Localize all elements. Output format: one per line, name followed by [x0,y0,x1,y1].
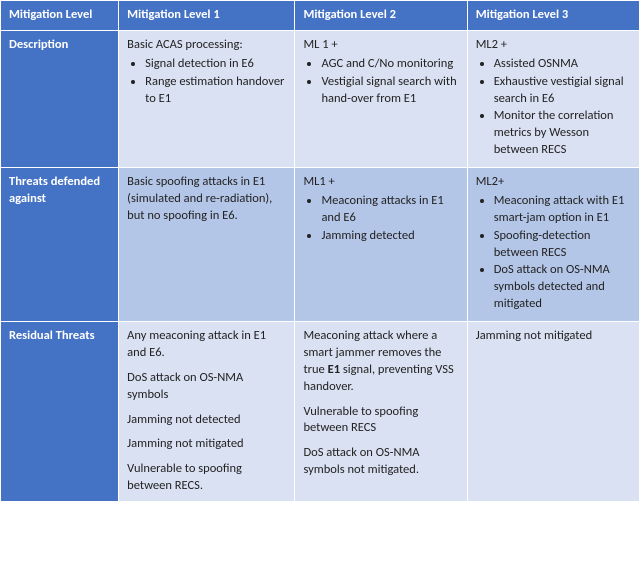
table-cell: Meaconing attack where a smart jammer re… [295,322,467,502]
header-cell: Mitigation Level 3 [467,1,639,31]
bullet-item: Spoofing-detection between RECS [494,228,631,262]
bullet-item: Range estimation handover to E1 [145,74,286,108]
bullet-item: DoS attack on OS-NMA symbols detected an… [494,262,631,313]
bullet-item: Vestigial signal search with hand-over f… [321,74,458,108]
table-cell: ML2 + Assisted OSNMAExhaustive vestigial … [467,30,639,167]
row-label: Residual Threats [1,322,119,502]
cell-paragraph: Jamming not mitigated [127,436,286,453]
table-cell: ML2+ Meaconing attack with E1 smart-jam o… [467,168,639,322]
table-cell: Jamming not mitigated [467,322,639,502]
cell-paragraph: Jamming not detected [127,412,286,429]
header-cell: Mitigation Level [1,1,119,31]
bullet-item: AGC and C/No monitoring [321,56,458,73]
cell-lead: ML1 + [303,174,458,191]
header-cell: Mitigation Level 2 [295,1,467,31]
cell-paragraph: Jamming not mitigated [476,328,631,345]
row-label: Description [1,30,119,167]
table-row: Threats defended againstBasic spoofing a… [1,168,640,322]
bullet-item: Signal detection in E6 [145,56,286,73]
table-cell: ML1 + Meaconing attacks in E1 and E6Jammi… [295,168,467,322]
mitigation-table: Mitigation Level Mitigation Level 1 Miti… [0,0,640,502]
bullet-item: Meaconing attack with E1 smart-jam optio… [494,193,631,227]
bullet-item: Exhaustive vestigial signal search in E6 [494,74,631,108]
cell-paragraph: Meaconing attack where a smart jammer re… [303,328,458,396]
bullet-item: Monitor the correlation metrics by Wesso… [494,108,631,159]
table-body: Description Basic ACAS processing: Signal … [1,30,640,501]
cell-lead: ML2+ [476,174,631,191]
table-cell: Basic spoofing attacks in E1 (simulated … [119,168,295,322]
table-cell: Basic ACAS processing: Signal detection i… [119,30,295,167]
cell-lead: Basic ACAS processing: [127,37,286,54]
header-cell: Mitigation Level 1 [119,1,295,31]
cell-bullets: Meaconing attacks in E1 and E6Jamming de… [321,193,458,245]
header-row: Mitigation Level Mitigation Level 1 Miti… [1,1,640,31]
cell-lead: ML 1 + [303,37,458,54]
cell-paragraph: Vulnerable to spoofing between RECS. [127,461,286,495]
cell-paragraph: Basic spoofing attacks in E1 (simulated … [127,174,286,225]
cell-paragraph: Any meaconing attack in E1 and E6. [127,328,286,362]
table-row: Residual ThreatsAny meaconing attack in … [1,322,640,502]
cell-lead: ML2 + [476,37,631,54]
cell-bullets: Signal detection in E6Range estimation h… [145,56,286,108]
table-row: Description Basic ACAS processing: Signal … [1,30,640,167]
row-label: Threats defended against [1,168,119,322]
cell-paragraph: Vulnerable to spoofing between RECS [303,404,458,438]
bullet-item: Meaconing attacks in E1 and E6 [321,193,458,227]
bullet-item: Assisted OSNMA [494,56,631,73]
cell-bullets: Assisted OSNMAExhaustive vestigial signa… [494,56,631,159]
table-cell: ML 1 + AGC and C/No monitoringVestigial s… [295,30,467,167]
cell-bullets: AGC and C/No monitoringVestigial signal … [321,56,458,108]
cell-paragraph: DoS attack on OS-NMA symbols [127,370,286,404]
cell-paragraph: DoS attack on OS-NMA symbols not mitigat… [303,445,458,479]
bullet-item: Jamming detected [321,228,458,245]
cell-bullets: Meaconing attack with E1 smart-jam optio… [494,193,631,313]
table-cell: Any meaconing attack in E1 and E6. DoS at… [119,322,295,502]
